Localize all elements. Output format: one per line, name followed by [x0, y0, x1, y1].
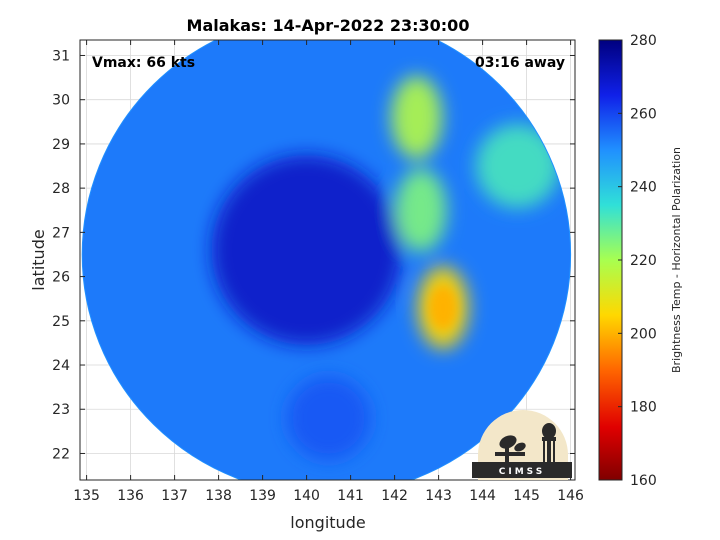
feature-storm-center-cold: [211, 155, 402, 346]
swath-edge: [81, 40, 572, 480]
x-tick-label: 146: [557, 488, 584, 504]
y-tick-label: 27: [52, 225, 70, 241]
colorbar-tick-label: 200: [630, 326, 657, 342]
x-tick-label: 144: [469, 488, 496, 504]
plot-area: 135 136 137 138 139 140 141 142 143 144 145 146 222…: [52, 39, 584, 504]
water-tower-icon: [542, 423, 556, 462]
plot-frame: [79, 39, 576, 481]
y-tick-label: 23: [52, 402, 70, 418]
colorbar-ticks: 160 180 200 220 240 260 280: [618, 33, 657, 489]
y-axis-label: latitude: [29, 229, 48, 290]
time-away-annotation: 03:16 away: [475, 55, 565, 71]
feature-warm-band: [395, 168, 447, 252]
y-tick-label: 30: [52, 93, 70, 109]
satellite-dish-icon: [495, 435, 526, 462]
x-tick-label: 138: [205, 488, 232, 504]
warm-core: [429, 285, 457, 330]
brightness-temp-swath: [81, 40, 572, 480]
x-tick-label: 141: [337, 488, 364, 504]
x-tick-label: 142: [381, 488, 408, 504]
x-axis-ticks: 135 136 137 138 139 140 141 142 143 144 145 146: [73, 40, 584, 504]
swath-disc: [82, 40, 571, 480]
colorbar-tick-label: 220: [630, 253, 657, 269]
feature-warm-band: [391, 75, 443, 159]
colorbar: 160 180 200 220 240 260 280 Brightness Temp - …: [598, 33, 683, 489]
y-tick-label: 24: [52, 358, 70, 374]
x-tick-label: 140: [293, 488, 320, 504]
x-tick-label: 135: [73, 488, 100, 504]
cimss-logo: CIMSS: [472, 410, 572, 480]
chart-title: Malakas: 14-Apr-2022 23:30:00: [187, 16, 470, 35]
y-axis-ticks: 22 23 24 25 26 27 28 29 30 31: [52, 48, 575, 462]
colorbar-label: Brightness Temp - Horizontal Polarizatio…: [670, 147, 683, 373]
logo-text: CIMSS: [499, 467, 545, 477]
feature-warm-area: [475, 124, 560, 209]
colorbar-tick-label: 260: [630, 106, 657, 122]
y-tick-label: 31: [52, 48, 70, 64]
x-tick-label: 137: [161, 488, 188, 504]
vmax-annotation: Vmax: 66 kts: [92, 55, 195, 71]
x-tick-label: 139: [249, 488, 276, 504]
y-tick-label: 29: [52, 137, 70, 153]
colorbar-tick-label: 280: [630, 33, 657, 49]
colorbar-tick-label: 240: [630, 180, 657, 196]
colorbar-tick-label: 180: [630, 400, 657, 416]
x-axis-label: longitude: [290, 513, 365, 532]
y-tick-label: 28: [52, 181, 70, 197]
x-tick-label: 143: [425, 488, 452, 504]
x-tick-label: 136: [117, 488, 144, 504]
colorbar-tick-label: 160: [630, 473, 657, 489]
y-tick-label: 22: [52, 446, 70, 462]
y-tick-label: 25: [52, 314, 70, 330]
x-tick-label: 145: [513, 488, 540, 504]
y-tick-label: 26: [52, 270, 70, 286]
feature-outer-area: [286, 376, 371, 461]
logo-dark-strip: [472, 462, 572, 478]
